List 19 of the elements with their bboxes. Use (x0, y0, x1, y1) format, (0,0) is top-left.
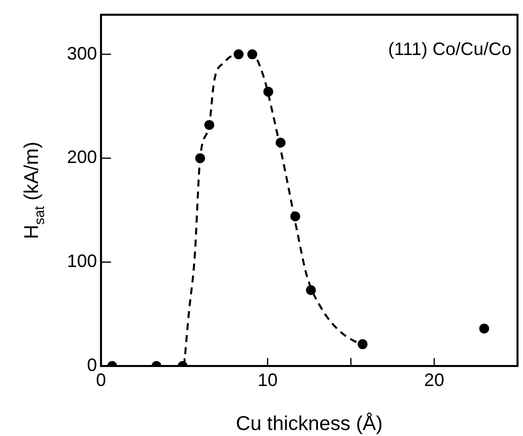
y-tick-label: 300 (66, 43, 97, 64)
y-tick-label: 100 (66, 251, 97, 272)
point (263, 86, 274, 97)
point (204, 120, 214, 130)
point (306, 285, 316, 296)
y-axis-title: Hsat (kA/m) (21, 142, 47, 240)
point (247, 49, 258, 60)
y-tick-label: 200 (66, 147, 97, 168)
point (358, 339, 368, 350)
point (276, 138, 286, 148)
point (479, 324, 490, 334)
y-tick-label: 0 (86, 354, 97, 375)
x-tick-label: 10 (258, 370, 278, 390)
x-axis-title: Cu thickness (Å) (236, 412, 383, 435)
annotation: (111) Co/Cu/Co (388, 38, 512, 59)
point (195, 153, 206, 164)
point (234, 49, 244, 60)
point (290, 211, 300, 222)
x-tick-label: 20 (424, 370, 444, 390)
